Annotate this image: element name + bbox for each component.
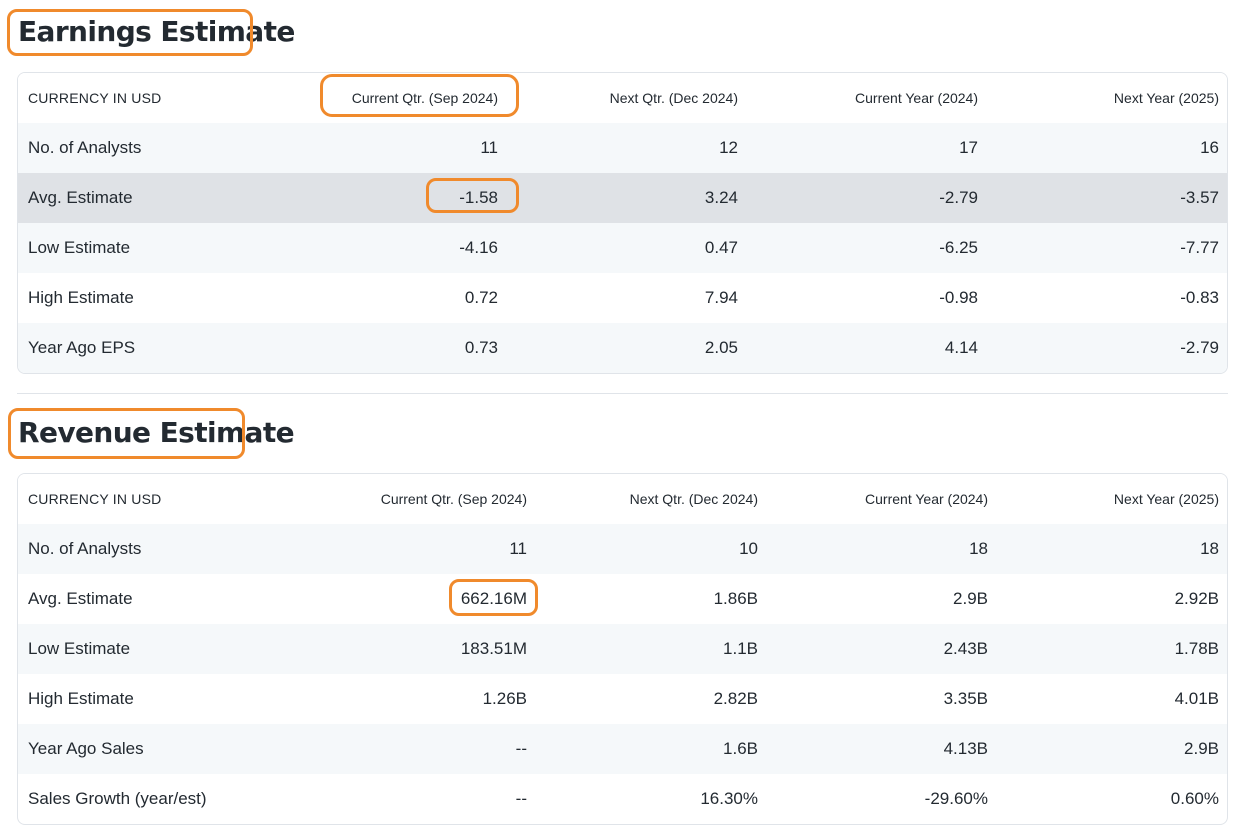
table-cell: 16.30% <box>700 789 758 808</box>
table-cell: 3.35B <box>943 689 988 708</box>
table-cell: 4.13B <box>768 724 998 774</box>
table-cell: 183.51M <box>288 624 537 674</box>
column-header-next-year: Next Year (2025) <box>988 73 1227 123</box>
table-cell: -2.79 <box>748 173 988 223</box>
row-label: High Estimate <box>28 689 134 708</box>
table-cell: -0.98 <box>939 288 978 307</box>
table-cell: 2.9B <box>998 724 1227 774</box>
table-cell: 662.16M <box>460 589 527 608</box>
column-header-current-qtr: Current Qtr. (Sep 2024) <box>188 73 508 123</box>
row-label: Low Estimate <box>18 223 188 273</box>
table-cell: 1.26B <box>482 689 527 708</box>
row-label: Sales Growth (year/est) <box>28 789 207 808</box>
table-cell: 2.92B <box>1174 589 1219 608</box>
section-divider <box>17 393 1228 394</box>
column-header-current-year: Current Year (2024) <box>768 474 998 524</box>
table-cell: -0.83 <box>1180 288 1219 307</box>
row-label: Avg. Estimate <box>18 173 188 223</box>
table-cell: 4.01B <box>1174 689 1219 708</box>
table-cell: 1.86B <box>713 589 758 608</box>
currency-header: CURRENCY IN USD <box>18 474 288 524</box>
row-label: No. of Analysts <box>18 524 288 574</box>
table-cell: -29.60% <box>924 789 988 808</box>
table-cell: 1.6B <box>537 724 768 774</box>
table-cell: -- <box>288 724 537 774</box>
row-label: High Estimate <box>28 288 134 307</box>
column-header-current-year: Current Year (2024) <box>748 73 988 123</box>
table-cell: 12 <box>508 123 748 173</box>
table-row: Low Estimate 183.51M 1.1B 2.43B 1.78B <box>18 624 1227 674</box>
table-cell: 0.47 <box>508 223 748 273</box>
table-cell: 17 <box>748 123 988 173</box>
table-cell: 11 <box>288 524 537 574</box>
column-header-next-qtr: Next Qtr. (Dec 2024) <box>508 73 748 123</box>
table-cell: 1.78B <box>998 624 1227 674</box>
table-cell: 0.72 <box>464 288 498 307</box>
table-cell: -- <box>515 789 527 808</box>
earnings-estimate-table: CURRENCY IN USD Current Qtr. (Sep 2024) … <box>17 72 1228 374</box>
table-cell: 4.14 <box>748 323 988 373</box>
table-row: Year Ago EPS 0.73 2.05 4.14 -2.79 <box>18 323 1227 373</box>
table-row: Avg. Estimate 662.16M 1.86B 2.9B 2.92B <box>18 574 1227 624</box>
table-cell: 2.82B <box>713 689 758 708</box>
table-cell: 1.1B <box>537 624 768 674</box>
table-cell: 2.05 <box>508 323 748 373</box>
table-row: Year Ago Sales -- 1.6B 4.13B 2.9B <box>18 724 1227 774</box>
table-row: No. of Analysts 11 10 18 18 <box>18 524 1227 574</box>
table-row: No. of Analysts 11 12 17 16 <box>18 123 1227 173</box>
table-cell: -4.16 <box>188 223 508 273</box>
row-label: No. of Analysts <box>18 123 188 173</box>
row-label: Year Ago Sales <box>18 724 288 774</box>
table-cell: -7.77 <box>988 223 1227 273</box>
table-cell: 10 <box>537 524 768 574</box>
table-cell: 16 <box>988 123 1227 173</box>
revenue-estimate-title: Revenue Estimate <box>18 416 295 449</box>
table-header-row: CURRENCY IN USD Current Qtr. (Sep 2024) … <box>18 73 1227 123</box>
revenue-estimate-table: CURRENCY IN USD Current Qtr. (Sep 2024) … <box>17 473 1228 825</box>
row-label: Avg. Estimate <box>28 589 133 608</box>
table-cell: 2.9B <box>953 589 988 608</box>
table-cell: -1.58 <box>188 173 508 223</box>
table-cell: 18 <box>768 524 998 574</box>
table-cell: 18 <box>998 524 1227 574</box>
table-row: Sales Growth (year/est) -- 16.30% -29.60… <box>18 774 1227 824</box>
row-label: Low Estimate <box>18 624 288 674</box>
table-cell: 0.73 <box>188 323 508 373</box>
column-header-next-year: Next Year (2025) <box>998 474 1227 524</box>
table-cell: 2.43B <box>768 624 998 674</box>
table-cell: 0.60% <box>1170 789 1219 808</box>
table-row: High Estimate 1.26B 2.82B 3.35B 4.01B <box>18 674 1227 724</box>
table-cell: -3.57 <box>988 173 1227 223</box>
table-cell: -6.25 <box>748 223 988 273</box>
table-cell: 11 <box>188 123 508 173</box>
table-row: High Estimate 0.72 7.94 -0.98 -0.83 <box>18 273 1227 323</box>
table-cell: -2.79 <box>988 323 1227 373</box>
table-row: Low Estimate -4.16 0.47 -6.25 -7.77 <box>18 223 1227 273</box>
table-row: Avg. Estimate -1.58 3.24 -2.79 -3.57 <box>18 173 1227 223</box>
column-header-current-qtr: Current Qtr. (Sep 2024) <box>288 474 537 524</box>
table-cell: 3.24 <box>508 173 748 223</box>
table-cell: 7.94 <box>704 288 738 307</box>
table-header-row: CURRENCY IN USD Current Qtr. (Sep 2024) … <box>18 474 1227 524</box>
column-header-next-qtr: Next Qtr. (Dec 2024) <box>537 474 768 524</box>
earnings-estimate-title: Earnings Estimate <box>18 15 295 48</box>
currency-header: CURRENCY IN USD <box>18 73 188 123</box>
row-label: Year Ago EPS <box>18 323 188 373</box>
